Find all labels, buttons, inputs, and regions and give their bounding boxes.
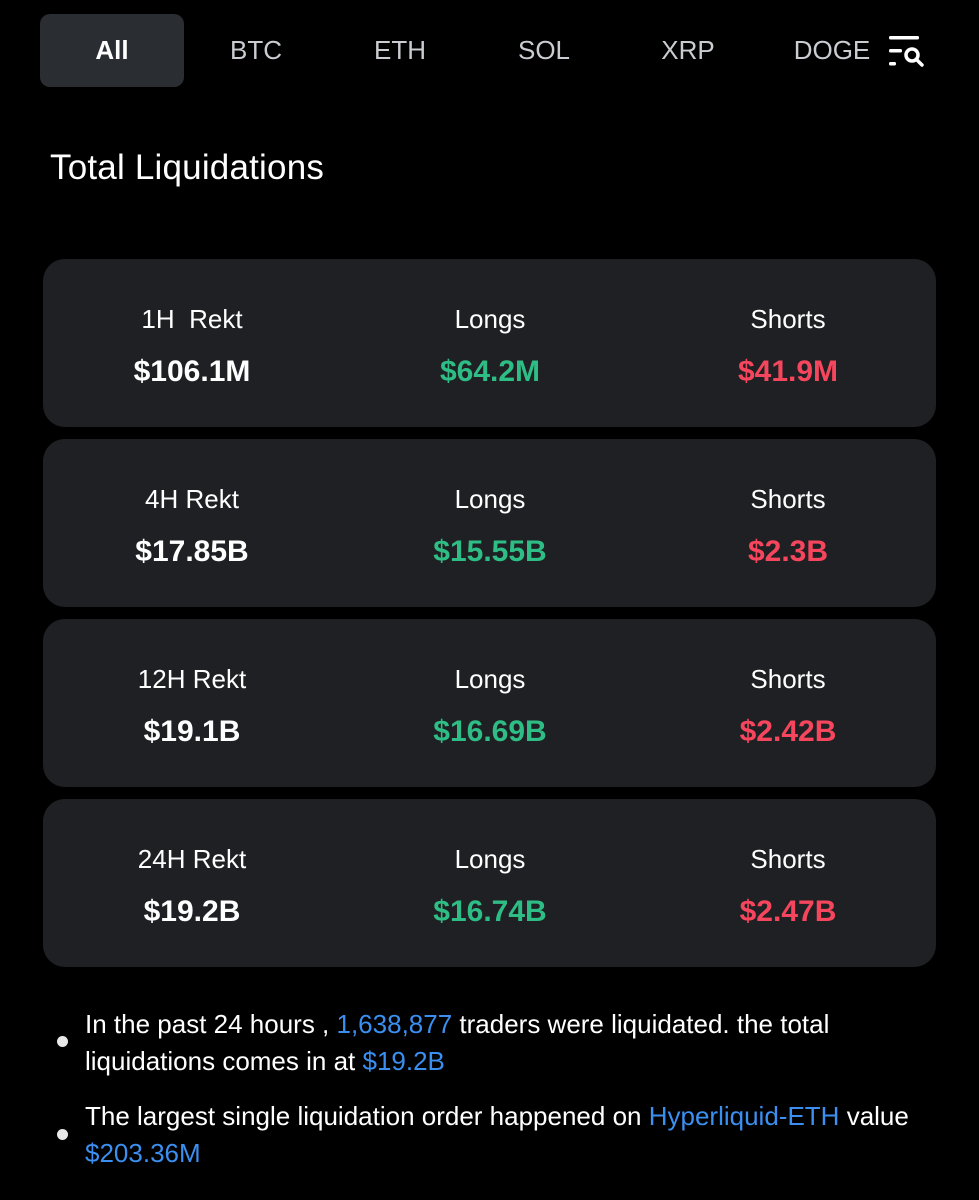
tab-xrp[interactable]: XRP — [661, 35, 715, 65]
total-value: $19.1B — [143, 715, 241, 748]
total-value: $106.1M — [133, 355, 251, 388]
total-value: $19.2B — [143, 895, 241, 928]
note-text: traders were liquidated. the total liqui… — [85, 1009, 830, 1076]
longs-column: Longs $16.74B — [341, 799, 639, 967]
total-value: $17.85B — [135, 535, 249, 568]
tab-sol[interactable]: SOL — [517, 35, 571, 65]
longs-value: $16.69B — [433, 715, 547, 748]
longs-column: Longs $15.55B — [341, 439, 639, 607]
longs-value: $15.55B — [433, 535, 547, 568]
traders-count-link[interactable]: 1,638,877 — [336, 1009, 453, 1039]
shorts-label: Shorts — [750, 304, 826, 334]
total-liquidation-link[interactable]: $19.2B — [362, 1046, 445, 1076]
tab-all[interactable]: All — [40, 14, 184, 87]
page-title: Total Liquidations — [50, 148, 325, 187]
longs-column: Longs $64.2M — [341, 259, 639, 427]
period-column: 24H Rekt $19.2B — [43, 799, 341, 967]
summary-note-traders: In the past 24 hours , 1,638,877 traders… — [85, 1006, 955, 1080]
shorts-value: $41.9M — [737, 355, 839, 388]
longs-column: Longs $16.69B — [341, 619, 639, 787]
shorts-value: $2.47B — [739, 895, 837, 928]
period-label: 24H Rekt — [137, 844, 247, 874]
summary-note-largest-order: The largest single liquidation order hap… — [85, 1098, 955, 1172]
coin-tabs: All BTC ETH SOL XRP DOGE — [40, 14, 960, 87]
period-column: 1H Rekt $106.1M — [43, 259, 341, 427]
shorts-label: Shorts — [750, 484, 826, 514]
shorts-column: Shorts $2.42B — [639, 619, 937, 787]
bullet-dot — [57, 1129, 68, 1140]
longs-value: $64.2M — [439, 355, 541, 388]
longs-value: $16.74B — [433, 895, 547, 928]
note-text: The largest single liquidation order hap… — [85, 1101, 649, 1131]
filter-search-icon — [889, 35, 924, 67]
liquidation-card-4h: 4H Rekt $17.85B Longs $15.55B Shorts $2.… — [43, 439, 936, 607]
filter-search-button[interactable] — [866, 14, 948, 87]
longs-label: Longs — [454, 664, 526, 694]
liquidation-card-12h: 12H Rekt $19.1B Longs $16.69B Shorts $2.… — [43, 619, 936, 787]
shorts-value: $2.42B — [739, 715, 837, 748]
shorts-column: Shorts $41.9M — [639, 259, 937, 427]
shorts-value: $2.3B — [747, 535, 829, 568]
tab-doge[interactable]: DOGE — [793, 35, 871, 65]
shorts-label: Shorts — [750, 844, 826, 874]
period-label: 4H Rekt — [145, 484, 239, 514]
bullet-dot — [57, 1036, 68, 1047]
largest-order-value-link[interactable]: $203.36M — [85, 1138, 201, 1168]
longs-label: Longs — [454, 484, 526, 514]
shorts-column: Shorts $2.47B — [639, 799, 937, 967]
tab-btc[interactable]: BTC — [230, 35, 282, 65]
liquidation-card-1h: 1H Rekt $106.1M Longs $64.2M Shorts $41.… — [43, 259, 936, 427]
period-label: 1H Rekt — [141, 304, 243, 334]
longs-label: Longs — [454, 844, 526, 874]
period-column: 4H Rekt $17.85B — [43, 439, 341, 607]
period-column: 12H Rekt $19.1B — [43, 619, 341, 787]
shorts-column: Shorts $2.3B — [639, 439, 937, 607]
shorts-label: Shorts — [750, 664, 826, 694]
note-text: value — [839, 1101, 909, 1131]
liquidation-card-24h: 24H Rekt $19.2B Longs $16.74B Shorts $2.… — [43, 799, 936, 967]
market-link[interactable]: Hyperliquid-ETH — [648, 1101, 840, 1131]
period-label: 12H Rekt — [137, 664, 247, 694]
longs-label: Longs — [454, 304, 526, 334]
note-text: In the past 24 hours , — [85, 1009, 337, 1039]
tab-eth[interactable]: ETH — [374, 35, 426, 65]
